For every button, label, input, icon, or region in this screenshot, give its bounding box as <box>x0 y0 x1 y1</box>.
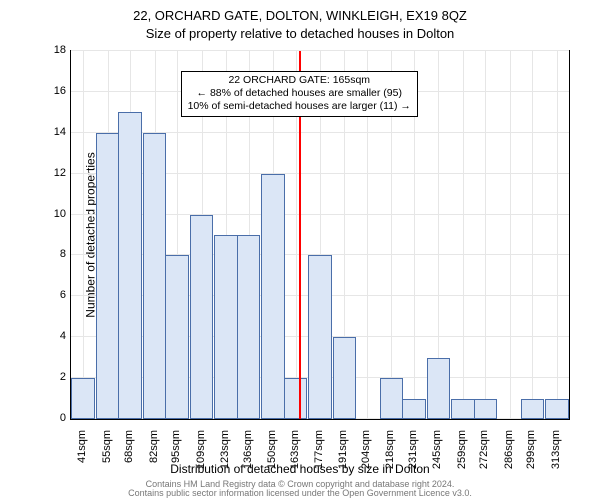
histogram-bar <box>284 378 308 419</box>
gridline-vertical <box>510 51 511 419</box>
footer-line-2: Contains public sector information licen… <box>0 489 600 498</box>
y-tick-label: 2 <box>36 371 66 383</box>
histogram-bar <box>521 399 545 419</box>
annotation-line-1: 22 ORCHARD GATE: 165sqm <box>188 74 411 87</box>
histogram-bar <box>402 399 426 419</box>
y-tick-label: 4 <box>36 330 66 342</box>
histogram-bar <box>308 255 332 419</box>
histogram-bar <box>190 215 214 419</box>
histogram-bar <box>118 112 142 419</box>
gridline-vertical <box>83 51 84 419</box>
y-tick-label: 0 <box>36 412 66 424</box>
gridline-vertical <box>485 51 486 419</box>
x-axis-label: Distribution of detached houses by size … <box>0 462 600 476</box>
y-tick-label: 14 <box>36 126 66 138</box>
chart-plot-area: 22 ORCHARD GATE: 165sqm← 88% of detached… <box>70 50 570 420</box>
y-tick-label: 6 <box>36 289 66 301</box>
y-tick-label: 10 <box>36 208 66 220</box>
histogram-bar <box>261 174 285 419</box>
histogram-bar <box>214 235 238 419</box>
annotation-line-3: 10% of semi-detached houses are larger (… <box>188 100 411 113</box>
histogram-bar <box>143 133 167 419</box>
gridline-vertical <box>557 51 558 419</box>
gridline-vertical <box>532 51 533 419</box>
chart-title-address: 22, ORCHARD GATE, DOLTON, WINKLEIGH, EX1… <box>0 8 600 23</box>
gridline-vertical <box>463 51 464 419</box>
y-tick-label: 18 <box>36 44 66 56</box>
histogram-bar <box>71 378 95 419</box>
annotation-box: 22 ORCHARD GATE: 165sqm← 88% of detached… <box>181 71 418 116</box>
annotation-line-2: ← 88% of detached houses are smaller (95… <box>188 87 411 100</box>
footer-attribution: Contains HM Land Registry data © Crown c… <box>0 480 600 499</box>
histogram-bar <box>427 358 451 419</box>
histogram-bar <box>474 399 498 419</box>
histogram-bar <box>380 378 404 419</box>
histogram-bar <box>96 133 120 419</box>
y-tick-label: 8 <box>36 248 66 260</box>
histogram-bar <box>165 255 189 419</box>
histogram-bar <box>333 337 357 419</box>
y-tick-label: 16 <box>36 85 66 97</box>
histogram-bar <box>237 235 261 419</box>
y-tick-label: 12 <box>36 167 66 179</box>
chart-subtitle: Size of property relative to detached ho… <box>0 26 600 41</box>
histogram-bar <box>451 399 475 419</box>
histogram-bar <box>545 399 569 419</box>
